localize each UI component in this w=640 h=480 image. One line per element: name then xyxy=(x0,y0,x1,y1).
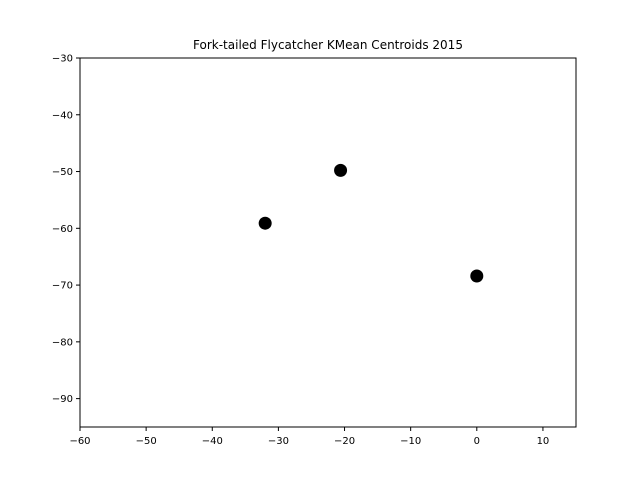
y-tick-label: −90 xyxy=(52,394,73,405)
x-tick-label: 10 xyxy=(537,436,550,447)
chart-title: Fork-tailed Flycatcher KMean Centroids 2… xyxy=(193,38,463,52)
centroid-point xyxy=(258,216,272,230)
y-tick-label: −80 xyxy=(52,337,73,348)
x-tick-label: −20 xyxy=(334,436,355,447)
y-axis-ticks: −30 −40 −50 −60 −70 −80 −90 xyxy=(52,54,80,405)
x-tick-label: 0 xyxy=(474,436,480,447)
centroid-point xyxy=(334,163,348,177)
y-tick-label: −60 xyxy=(52,224,73,235)
x-tick-label: −60 xyxy=(69,436,90,447)
y-tick-label: −30 xyxy=(52,54,73,65)
centroid-point xyxy=(470,269,484,283)
y-tick-label: −50 xyxy=(52,167,73,178)
x-tick-label: −30 xyxy=(268,436,289,447)
plot-area-frame xyxy=(79,57,577,428)
x-tick-label: −40 xyxy=(202,436,223,447)
x-tick-label: −50 xyxy=(136,436,157,447)
x-axis-ticks: −60 −50 −40 −30 −20 −10 0 10 xyxy=(69,427,549,447)
y-tick-label: −70 xyxy=(52,281,73,292)
y-tick-label: −40 xyxy=(52,110,73,121)
x-tick-label: −10 xyxy=(400,436,421,447)
data-points xyxy=(258,163,484,283)
